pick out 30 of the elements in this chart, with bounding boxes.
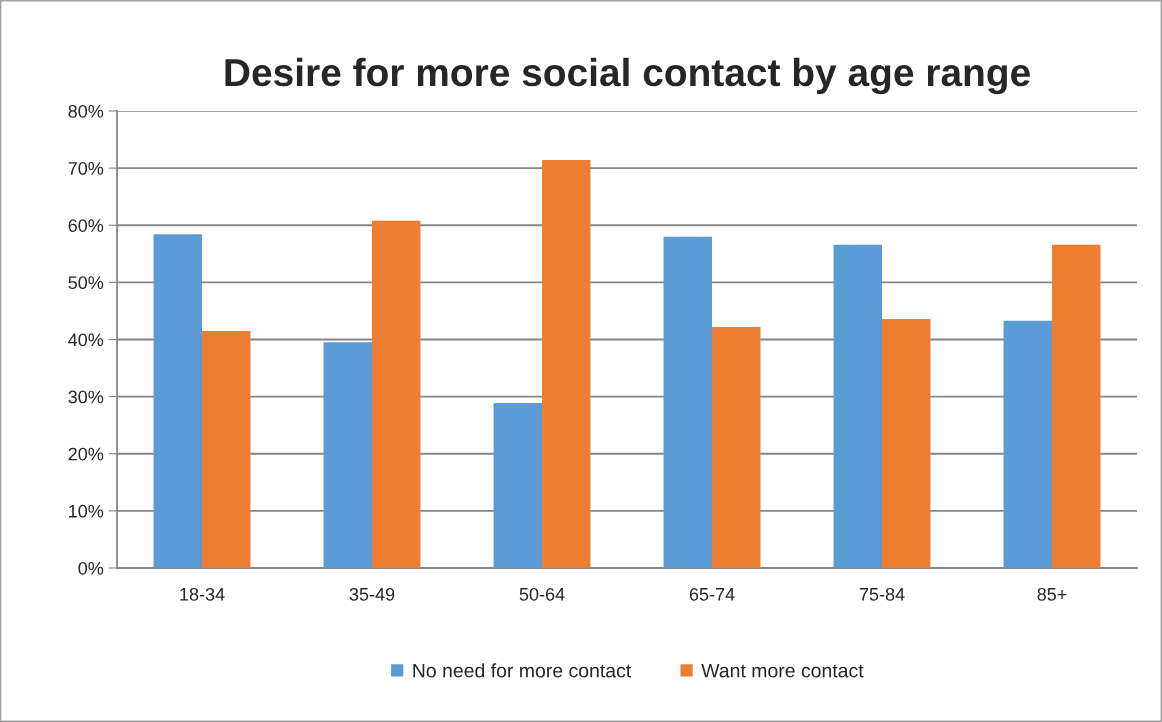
y-tick-label: 10% <box>69 504 104 518</box>
y-tick-label: 20% <box>68 447 104 461</box>
y-tick-label: 70% <box>68 162 104 175</box>
bar <box>663 236 713 568</box>
bar <box>372 220 421 568</box>
x-tick-label: 75-84 <box>859 587 905 601</box>
y-tick-label: 0% <box>78 561 104 575</box>
x-tick-label: 50-64 <box>519 587 565 601</box>
x-tick-label: 18-34 <box>180 587 225 601</box>
bar <box>882 318 931 568</box>
legend-label: No need for more contact <box>413 663 632 678</box>
bar <box>1052 244 1101 568</box>
y-tick-label: 60% <box>68 219 104 232</box>
bar <box>493 402 543 568</box>
bar <box>153 234 203 568</box>
bar <box>323 342 373 568</box>
bar <box>542 160 591 568</box>
bar <box>712 326 761 568</box>
x-tick-label: 35-49 <box>349 587 395 601</box>
y-tick-label: 30% <box>68 390 104 404</box>
y-tick-label: 50% <box>68 276 104 290</box>
x-tick-label: 85+ <box>1037 587 1067 601</box>
bar <box>833 244 883 568</box>
y-tick-label: 40% <box>68 333 104 347</box>
chart-title: Desire for more social contact by age range <box>225 57 1030 95</box>
y-tick-label: 80% <box>68 104 104 118</box>
bar <box>1003 320 1053 568</box>
legend-label: Want more contact <box>701 663 864 678</box>
bar <box>202 330 251 568</box>
x-tick-label: 65-74 <box>689 587 735 601</box>
